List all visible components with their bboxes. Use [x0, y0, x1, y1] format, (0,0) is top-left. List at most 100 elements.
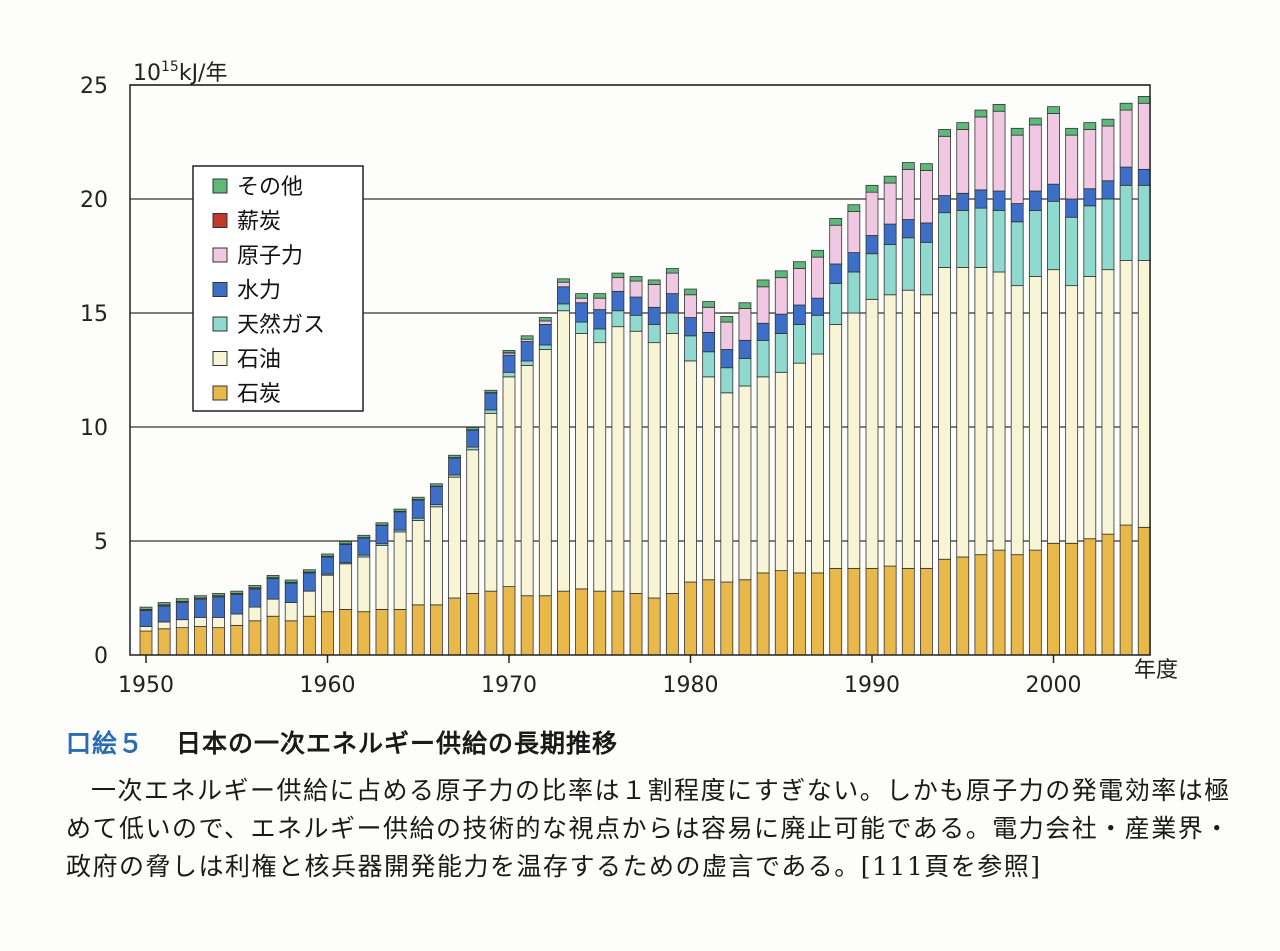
bar-segment: [302, 569, 316, 573]
bar-segment: [702, 331, 716, 353]
bar-segment: [448, 597, 461, 656]
bar-segment: [339, 544, 353, 564]
bar-segment: [647, 284, 661, 308]
bar-segment: [992, 271, 1006, 551]
bar-segment: [194, 598, 207, 618]
bar-segment: [793, 572, 806, 656]
bar-segment: [1065, 134, 1079, 200]
legend-swatch: [212, 316, 228, 332]
x-tick-label: 2000: [1026, 673, 1082, 698]
bar-segment: [956, 266, 970, 558]
bar-segment: [793, 261, 806, 269]
bar-segment: [865, 184, 879, 193]
bar-segment: [883, 182, 897, 225]
bar-segment: [1083, 205, 1097, 277]
bar-segment: [375, 522, 389, 526]
bar-segment: [139, 606, 153, 610]
bar-segment: [593, 328, 607, 344]
bar-segment: [865, 253, 879, 300]
bar-segment: [611, 272, 625, 279]
bar-segment: [774, 333, 788, 373]
bar-segment: [429, 483, 443, 487]
bar-segment: [157, 605, 171, 623]
bar-segment: [248, 620, 262, 656]
bar-segment: [847, 252, 861, 273]
bar-segment: [302, 572, 316, 592]
bar-segment: [829, 217, 843, 226]
bar-segment: [774, 277, 788, 315]
bar-segment: [194, 616, 207, 627]
bar-segment: [793, 304, 806, 325]
x-tick-label: 1960: [300, 673, 356, 698]
bar-segment: [702, 306, 716, 333]
bar-segment: [357, 537, 371, 556]
bar-segment: [702, 351, 716, 378]
bar-segment: [557, 281, 570, 288]
y-tick-label: 5: [94, 530, 108, 555]
bar-segment: [847, 204, 861, 212]
bar-segment: [720, 321, 734, 350]
bar-segment: [1137, 526, 1151, 656]
bar-segment: [938, 195, 951, 214]
bar-segment: [575, 321, 588, 334]
bar-segment: [992, 549, 1006, 656]
bar-segment: [665, 312, 679, 334]
bar-segment: [992, 190, 1006, 211]
bar-segment: [266, 615, 280, 656]
bar-segment: [520, 341, 534, 362]
bar-segment: [520, 365, 534, 597]
bar-segment: [1028, 124, 1042, 192]
bar-segment: [1101, 269, 1115, 535]
bar-segment: [956, 129, 970, 194]
bar-segment: [811, 297, 824, 316]
x-tick-label: 1990: [844, 673, 900, 698]
bar-segment: [212, 616, 226, 629]
bar-segment: [357, 534, 371, 538]
bar-segment: [901, 237, 915, 291]
bar-segment: [302, 590, 316, 617]
bar-segment: [157, 621, 171, 630]
bar-segment: [901, 168, 915, 220]
bar-segment: [702, 579, 716, 656]
bar-segment: [774, 270, 788, 279]
bar-segment: [484, 409, 498, 414]
bar-segment: [429, 506, 443, 606]
bar-segment: [811, 314, 824, 355]
bar-segment: [629, 296, 643, 316]
bar-segment: [429, 604, 443, 656]
bar-segment: [266, 578, 280, 600]
bar-segment: [194, 595, 207, 599]
bar-segment: [538, 317, 552, 322]
bar-segment: [956, 122, 970, 130]
bar-segment: [484, 590, 498, 656]
bar-segment: [920, 222, 933, 243]
bar-segment: [774, 313, 788, 334]
bar-segment: [720, 392, 734, 583]
bar-segment: [1137, 184, 1151, 261]
bar-segment: [393, 609, 407, 656]
bar-segment: [284, 602, 298, 622]
bar-segment: [611, 277, 625, 292]
bar-segment: [575, 333, 588, 590]
bar-segment: [1119, 102, 1133, 111]
y-tick-label: 20: [80, 188, 108, 213]
bar-segment: [339, 541, 353, 545]
bar-segment: [665, 293, 679, 314]
bar-segment: [230, 590, 244, 594]
bar-segment: [901, 289, 915, 569]
bar-segment: [302, 615, 316, 656]
legend-swatch: [212, 351, 228, 366]
bar-segment: [629, 330, 643, 594]
legend-swatch: [212, 247, 228, 263]
bar-segment: [466, 429, 480, 448]
plot-frame: [129, 84, 1151, 656]
bar-segment: [883, 175, 897, 184]
bar-segment: [738, 302, 752, 309]
bar-segment: [1137, 168, 1151, 186]
bar-segment: [1101, 180, 1115, 200]
y-axis: 0 5 10 15 20 25: [80, 74, 108, 669]
bar-segment: [829, 263, 843, 284]
bar-segment: [756, 279, 770, 288]
bar-segment: [212, 593, 226, 597]
bar-segment: [1083, 276, 1097, 540]
